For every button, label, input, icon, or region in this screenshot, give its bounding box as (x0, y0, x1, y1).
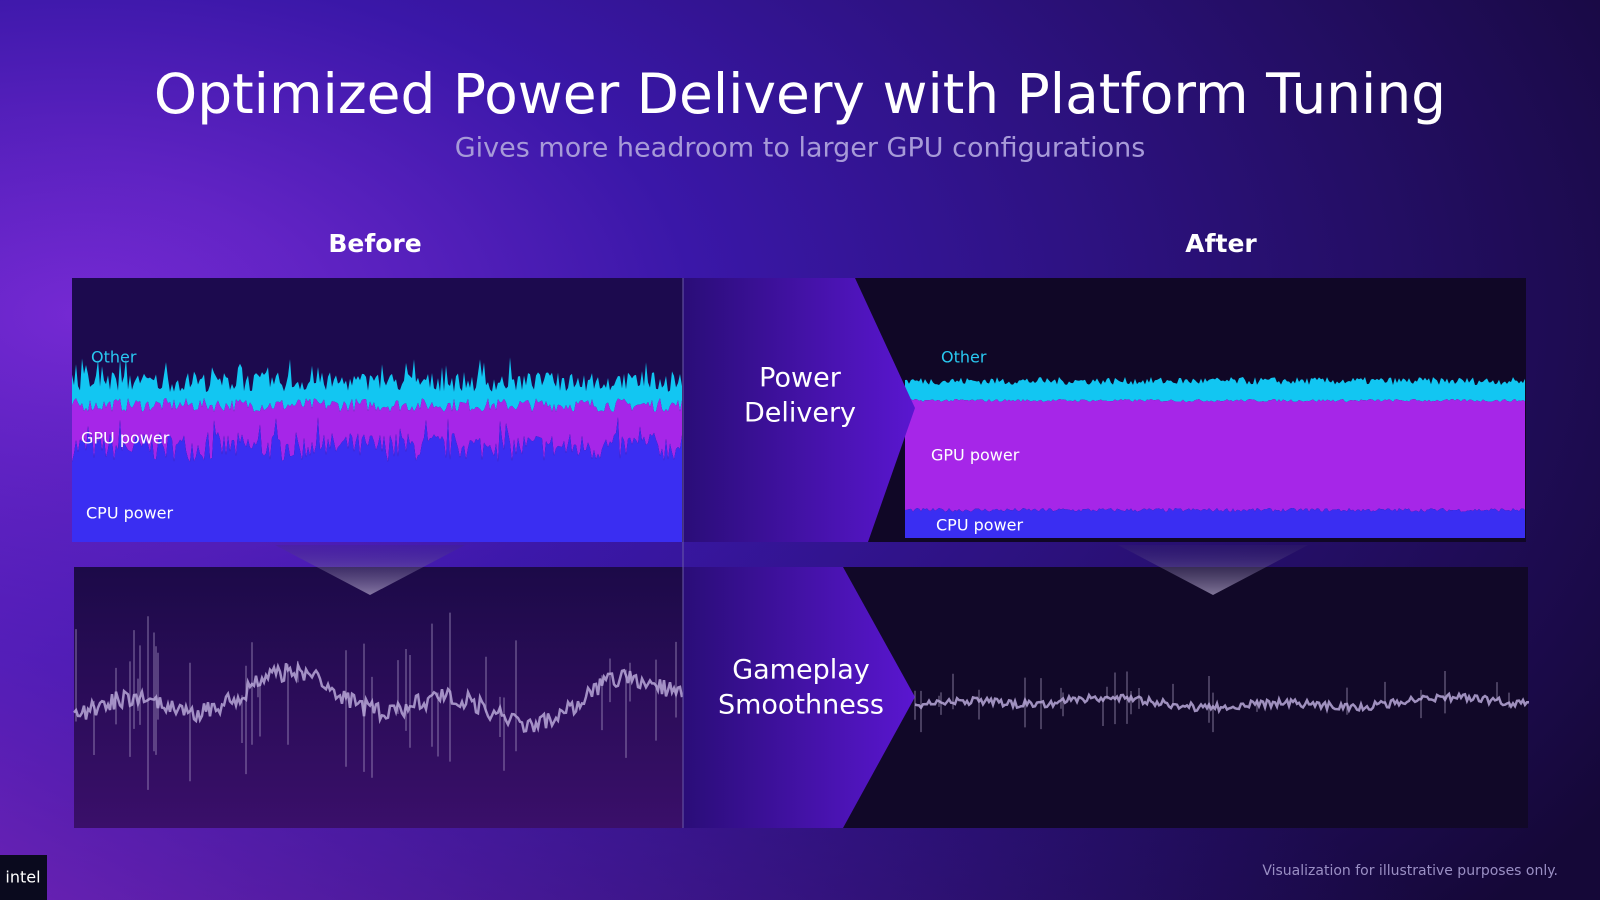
cpu-area (72, 417, 682, 542)
title: Optimized Power Delivery with Platform T… (154, 62, 1446, 126)
frame-trace (73, 660, 684, 733)
layer-label: Other (941, 348, 987, 367)
other-area (72, 357, 682, 412)
logo-box (0, 855, 47, 900)
gameplay-chevron (683, 567, 915, 828)
before-funnel (275, 545, 465, 595)
layer-label: Other (91, 348, 137, 367)
frame-trace (914, 691, 1529, 715)
after-heading: After (1185, 229, 1257, 258)
gpu-area (905, 399, 1525, 512)
gpu-area (72, 398, 682, 462)
logo: intel (5, 868, 40, 887)
other-area (905, 377, 1525, 402)
footnote: Visualization for illustrative purposes … (1262, 863, 1558, 879)
waveforms (72, 357, 1529, 790)
layer-label: CPU power (86, 504, 173, 523)
before-heading: Before (328, 229, 421, 258)
layer-label: GPU power (81, 429, 170, 448)
stage-label: Power (759, 363, 842, 394)
after-funnel (1118, 545, 1308, 595)
power-delivery-chevron (683, 278, 915, 542)
stage-label: Delivery (744, 398, 856, 429)
cpu-area (905, 508, 1525, 538)
subtitle: Gives more headroom to larger GPU config… (455, 133, 1146, 164)
stage-label: Smoothness (718, 690, 884, 721)
stage-label: Gameplay (732, 655, 870, 686)
before-gameplay-panel (74, 567, 683, 828)
layer-label: CPU power (936, 516, 1023, 535)
layer-label: GPU power (931, 446, 1020, 465)
